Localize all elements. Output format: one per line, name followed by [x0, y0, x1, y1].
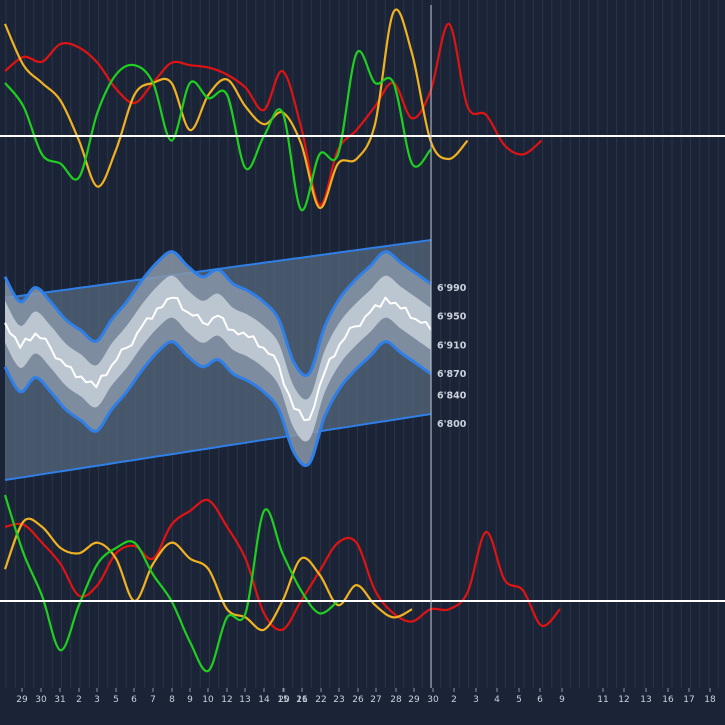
x-tick-label: 3 [473, 695, 479, 705]
price-tick-label: 6'910 [437, 340, 467, 351]
yellow-series-line [3, 8, 469, 209]
x-tick-label: 2 [451, 695, 457, 705]
x-tick-label: 12 [618, 695, 629, 705]
x-tick-label: 16 [662, 695, 674, 705]
x-tick-label: 3 [94, 695, 100, 705]
x-tick-label: 18 [704, 695, 716, 705]
x-tick-label: 21 [296, 695, 307, 705]
middle-band-upper-edge [3, 250, 432, 377]
x-tick-label: 12 [221, 695, 232, 705]
x-axis-band [0, 688, 725, 725]
x-tick-label: 6 [537, 695, 543, 705]
x-tick-label: 2 [76, 695, 82, 705]
price-tick-label: 6'990 [437, 283, 467, 294]
top-oscillator-panel [0, 8, 725, 211]
price-band-panel: 6'990 6'950 6'910 6'870 6'840 6'800 [3, 239, 467, 481]
x-tick-label: 22 [315, 695, 326, 705]
x-tick-label: 5 [113, 695, 119, 705]
x-tick-label: 17 [683, 695, 694, 705]
x-tick-label: 6 [131, 695, 137, 705]
x-tick-label: 30 [35, 695, 47, 705]
x-tick-label: 16 [296, 695, 308, 705]
x-tick-label: 27 [370, 695, 381, 705]
x-tick-label: 15 [277, 695, 288, 705]
x-tick-label: 29 [408, 695, 420, 705]
x-tick-label: 10 [202, 695, 214, 705]
x-tick-label: 11 [597, 695, 608, 705]
price-tick-label: 6'950 [437, 312, 467, 323]
x-tick-label: 8 [169, 695, 175, 705]
x-tick-label: 13 [640, 695, 651, 705]
middle-band-lower-edge [3, 340, 432, 467]
x-tick-label: 5 [516, 695, 522, 705]
red-series-line [4, 498, 561, 632]
green-series-line [4, 49, 432, 211]
x-tick-label: 28 [390, 695, 402, 705]
x-tick-label: 29 [16, 695, 28, 705]
x-tick-label: 4 [494, 695, 500, 705]
bottom-oscillator-panel [0, 494, 725, 673]
x-tick-label: 26 [352, 695, 364, 705]
x-tick-label: 13 [239, 695, 250, 705]
outer-band-lower-edge [4, 413, 432, 481]
green-series-line [3, 494, 339, 673]
inner-band [5, 275, 431, 442]
x-tick-label: 30 [427, 695, 439, 705]
x-tick-label: 31 [54, 695, 65, 705]
x-tick-label: 14 [258, 695, 270, 705]
x-tick-label: 20 [278, 695, 290, 705]
price-line [4, 296, 432, 422]
x-tick-label: 23 [333, 695, 344, 705]
price-tick-label: 6'840 [437, 390, 467, 401]
x-tick-label: 7 [150, 695, 156, 705]
x-tick-label: 9 [187, 695, 193, 705]
red-series-line [4, 22, 543, 207]
x-tick-label: 9 [559, 695, 565, 705]
price-tick-label: 6'800 [437, 419, 467, 430]
price-tick-label: 6'870 [437, 369, 467, 380]
